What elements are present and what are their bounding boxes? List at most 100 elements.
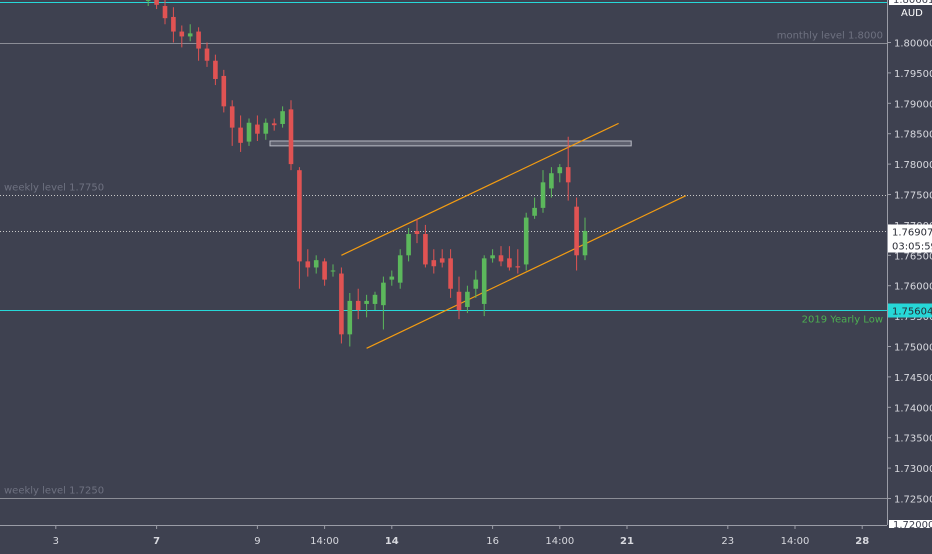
candle-body [507, 258, 512, 268]
candle [473, 270, 479, 298]
candle-body [229, 106, 235, 128]
candle [439, 249, 445, 268]
cut-top-label: 1.80661 [893, 0, 932, 6]
candle [255, 115, 260, 141]
candle-body [322, 261, 327, 280]
cut-top-tag [889, 0, 932, 5]
candle [414, 218, 420, 244]
time-tick-label: 28 [855, 536, 869, 547]
candle [507, 246, 512, 271]
candle [481, 255, 487, 317]
price-tick-label: 1.76500 [894, 251, 932, 262]
candle [364, 294, 369, 318]
candle [498, 246, 504, 267]
candle-body [456, 291, 462, 311]
candle-body [397, 255, 403, 283]
candle-body [171, 16, 176, 32]
candle-body [465, 291, 470, 307]
time-tick-label: 21 [620, 536, 634, 547]
candle [221, 69, 227, 113]
candle-body [347, 300, 353, 335]
candle-body [288, 109, 294, 165]
candle [288, 100, 294, 171]
candle [389, 270, 395, 286]
candle-body [448, 258, 453, 289]
candle [330, 264, 336, 277]
level-label: monthly level 1.8000 [777, 31, 883, 42]
candle-body [473, 279, 479, 289]
candle-body [154, 0, 159, 5]
candle [297, 167, 302, 289]
candle [549, 167, 554, 198]
time-tick-label: 14:00 [781, 536, 810, 547]
candle [162, 0, 168, 25]
candle-body [423, 234, 428, 265]
candle [271, 118, 277, 131]
countdown-label: 03:05:59 [892, 242, 932, 253]
channel-upper-line [341, 122, 619, 256]
price-tick-label: 1.77500 [894, 191, 932, 202]
resistance-zone [269, 140, 632, 147]
candle [565, 136, 571, 201]
candle [305, 249, 311, 277]
candle-body [439, 258, 445, 263]
candle-body [582, 230, 588, 256]
candle-body [255, 124, 260, 134]
channel-lower-line [366, 195, 687, 349]
candle [381, 276, 386, 330]
candle-body [540, 182, 546, 208]
candle [339, 267, 344, 344]
candle [523, 212, 529, 271]
candle [154, 0, 159, 10]
price-scale[interactable] [887, 0, 932, 550]
candle [372, 291, 378, 311]
candle-body [196, 31, 201, 49]
candle-body [389, 276, 395, 280]
candle-body [179, 31, 185, 37]
candle-body [246, 122, 252, 142]
candle [238, 115, 243, 152]
time-tick-label: 14:00 [545, 536, 574, 547]
candle [448, 249, 453, 298]
candle-body [297, 170, 302, 262]
candle-body [305, 261, 311, 268]
candle-body [187, 33, 193, 37]
candle [490, 249, 495, 263]
candle-body [364, 300, 369, 304]
candle [179, 25, 185, 48]
candle [515, 249, 521, 274]
candle-body [431, 260, 437, 267]
candle-body [238, 127, 243, 143]
time-tick-label: 7 [153, 536, 160, 547]
price-tag [888, 224, 932, 239]
candle [171, 7, 176, 43]
candle [557, 164, 563, 183]
level-label: 2019 Yearly Low [802, 315, 883, 326]
price-tick-label: 1.72500 [894, 495, 932, 506]
candle [213, 54, 218, 86]
price-tag-label: 1.75604 [892, 307, 932, 318]
price-tick-label: 1.78000 [894, 160, 932, 171]
candle [229, 100, 235, 146]
candle-body [313, 260, 319, 268]
candle-body [162, 6, 168, 19]
countdown-tag [888, 238, 932, 253]
candle [540, 170, 546, 213]
candle-body [557, 167, 563, 174]
candle [574, 197, 579, 271]
price-tick-label: 1.73000 [894, 464, 932, 475]
candle-body [221, 75, 227, 107]
price-tick-label: 1.73500 [894, 434, 932, 445]
candle-body [523, 217, 529, 265]
cut-bottom-tag [889, 520, 932, 528]
candle-body [481, 258, 487, 304]
price-tick-label: 1.75500 [894, 312, 932, 323]
candle-body [490, 255, 495, 259]
time-tick-label: 14:00 [310, 536, 339, 547]
price-tick-label: 1.75000 [894, 343, 932, 354]
candle-body [355, 300, 361, 311]
candle-body [381, 282, 386, 306]
candle-body [498, 255, 504, 262]
candle-body [532, 207, 537, 216]
